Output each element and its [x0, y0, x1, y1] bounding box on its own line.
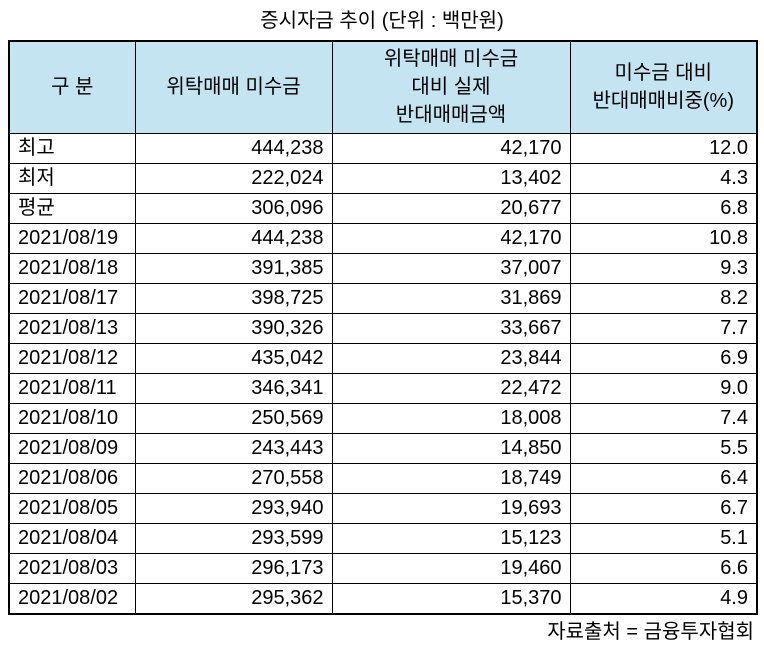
table-row: 2021/08/12 435,042 23,844 6.9 — [8, 342, 758, 374]
value-cell: 18,008 — [331, 402, 571, 434]
row-label-cell: 2021/08/03 — [8, 552, 136, 584]
value-cell: 346,341 — [134, 372, 333, 404]
value-cell: 435,042 — [134, 342, 333, 374]
value-cell: 42,170 — [331, 132, 571, 164]
value-cell: 4.3 — [569, 162, 758, 194]
table-row: 2021/08/05 293,940 19,693 6.7 — [8, 492, 758, 524]
row-label-cell: 2021/08/04 — [8, 522, 136, 554]
value-cell: 306,096 — [134, 192, 333, 224]
value-cell: 296,173 — [134, 552, 333, 584]
row-label-cell: 2021/08/02 — [8, 582, 136, 614]
value-cell: 18,749 — [331, 462, 571, 494]
value-cell: 10.8 — [569, 222, 758, 254]
value-cell: 6.4 — [569, 462, 758, 494]
table-row: 2021/08/04 293,599 15,123 5.1 — [8, 522, 758, 554]
row-label-cell: 2021/08/19 — [8, 222, 136, 254]
header-category: 구 분 — [8, 40, 136, 134]
value-cell: 390,326 — [134, 312, 333, 344]
value-cell: 5.5 — [569, 432, 758, 464]
value-cell: 8.2 — [569, 282, 758, 314]
value-cell: 222,024 — [134, 162, 333, 194]
header-counter-trade-ratio: 미수금 대비 반대매매비중(%) — [569, 40, 758, 134]
value-cell: 37,007 — [331, 252, 571, 284]
row-label-cell: 2021/08/17 — [8, 282, 136, 314]
row-label-cell: 2021/08/11 — [8, 372, 136, 404]
value-cell: 22,472 — [331, 372, 571, 404]
header-receivables: 위탁매매 미수금 — [134, 40, 333, 134]
value-cell: 15,123 — [331, 522, 571, 554]
row-label-cell: 2021/08/10 — [8, 402, 136, 434]
table-row: 2021/08/03 296,173 19,460 6.6 — [8, 552, 758, 584]
row-label-cell: 최고 — [8, 132, 136, 164]
value-cell: 19,693 — [331, 492, 571, 524]
value-cell: 33,667 — [331, 312, 571, 344]
value-cell: 7.4 — [569, 402, 758, 434]
row-label-cell: 2021/08/06 — [8, 462, 136, 494]
value-cell: 42,170 — [331, 222, 571, 254]
value-cell: 15,370 — [331, 582, 571, 614]
table-row: 2021/08/13 390,326 33,667 7.7 — [8, 312, 758, 344]
row-label-cell: 2021/08/12 — [8, 342, 136, 374]
row-label-cell: 2021/08/05 — [8, 492, 136, 524]
table-body: 최고 444,238 42,170 12.0 최저 222,024 13,402 4.3 평균 3… — [8, 132, 758, 614]
value-cell: 295,362 — [134, 582, 333, 614]
source-note: 자료출처 = 금융투자협회 — [547, 620, 754, 643]
value-cell: 270,558 — [134, 462, 333, 494]
value-cell: 13,402 — [331, 162, 571, 194]
header-counter-trade-amount: 위탁매매 미수금 대비 실제 반대매매금액 — [331, 40, 571, 134]
row-label-cell: 평균 — [8, 192, 136, 224]
table-header: 구 분 위탁매매 미수금 위탁매매 미수금 대비 실제 반대매매금액 미수금 대… — [8, 40, 758, 134]
value-cell: 243,443 — [134, 432, 333, 464]
table-row: 2021/08/02 295,362 15,370 4.9 — [8, 582, 758, 614]
value-cell: 398,725 — [134, 282, 333, 314]
row-label-cell: 2021/08/13 — [8, 312, 136, 344]
table-row: 2021/08/06 270,558 18,749 6.4 — [8, 462, 758, 494]
value-cell: 444,238 — [134, 222, 333, 254]
row-label-cell: 2021/08/09 — [8, 432, 136, 464]
value-cell: 391,385 — [134, 252, 333, 284]
stock-funds-table: 구 분 위탁매매 미수금 위탁매매 미수금 대비 실제 반대매매금액 미수금 대… — [8, 40, 758, 615]
row-label-cell: 최저 — [8, 162, 136, 194]
table-row: 최저 222,024 13,402 4.3 — [8, 162, 758, 194]
value-cell: 4.9 — [569, 582, 758, 614]
value-cell: 444,238 — [134, 132, 333, 164]
table-row: 2021/08/09 243,443 14,850 5.5 — [8, 432, 758, 464]
table-row: 최고 444,238 42,170 12.0 — [8, 132, 758, 164]
value-cell: 293,599 — [134, 522, 333, 554]
table-row: 2021/08/17 398,725 31,869 8.2 — [8, 282, 758, 314]
value-cell: 19,460 — [331, 552, 571, 584]
value-cell: 20,677 — [331, 192, 571, 224]
value-cell: 23,844 — [331, 342, 571, 374]
value-cell: 293,940 — [134, 492, 333, 524]
value-cell: 31,869 — [331, 282, 571, 314]
value-cell: 9.3 — [569, 252, 758, 284]
value-cell: 6.8 — [569, 192, 758, 224]
value-cell: 250,569 — [134, 402, 333, 434]
table-row: 2021/08/10 250,569 18,008 7.4 — [8, 402, 758, 434]
value-cell: 6.9 — [569, 342, 758, 374]
table-row: 2021/08/11 346,341 22,472 9.0 — [8, 372, 758, 404]
value-cell: 5.1 — [569, 522, 758, 554]
header-row: 구 분 위탁매매 미수금 위탁매매 미수금 대비 실제 반대매매금액 미수금 대… — [8, 40, 758, 134]
table-row: 2021/08/18 391,385 37,007 9.3 — [8, 252, 758, 284]
row-label-cell: 2021/08/18 — [8, 252, 136, 284]
value-cell: 6.7 — [569, 492, 758, 524]
value-cell: 7.7 — [569, 312, 758, 344]
table-row: 평균 306,096 20,677 6.8 — [8, 192, 758, 224]
table-row: 2021/08/19 444,238 42,170 10.8 — [8, 222, 758, 254]
table-title: 증시자금 추이 (단위 : 백만원) — [260, 10, 504, 32]
value-cell: 6.6 — [569, 552, 758, 584]
value-cell: 14,850 — [331, 432, 571, 464]
value-cell: 12.0 — [569, 132, 758, 164]
value-cell: 9.0 — [569, 372, 758, 404]
